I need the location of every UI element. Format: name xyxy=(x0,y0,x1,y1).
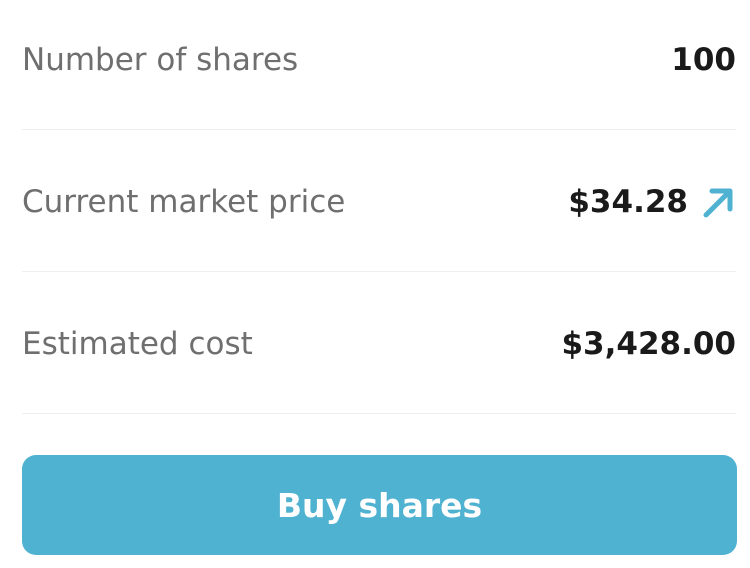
divider xyxy=(22,129,736,130)
price-value: $34.28 xyxy=(568,184,688,220)
cost-label: Estimated cost xyxy=(22,326,253,362)
buy-shares-button[interactable]: Buy shares xyxy=(22,455,737,555)
price-value-group: $34.28 xyxy=(568,184,736,220)
shares-label: Number of shares xyxy=(22,42,299,78)
arrow-up-right-icon xyxy=(703,188,733,218)
divider xyxy=(22,271,736,272)
cost-value: $3,428.00 xyxy=(561,326,736,362)
shares-row: Number of shares 100 xyxy=(22,25,736,95)
divider xyxy=(22,413,736,414)
price-label: Current market price xyxy=(22,184,346,220)
cost-row: Estimated cost $3,428.00 xyxy=(22,309,736,379)
shares-value: 100 xyxy=(671,42,736,78)
price-row: Current market price $34.28 xyxy=(22,167,736,237)
